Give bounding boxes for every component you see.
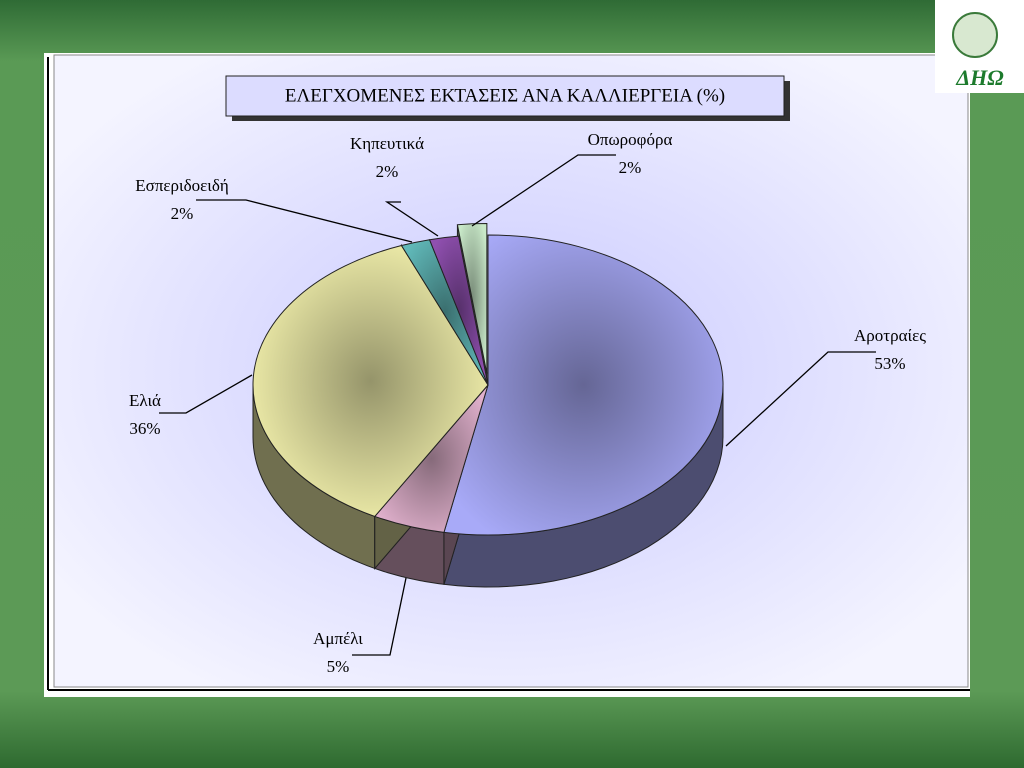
category-label: Οπωροφόρα	[588, 130, 673, 149]
pie	[252, 223, 724, 588]
slice	[443, 234, 724, 536]
leader-line	[196, 199, 413, 243]
chart-title: ΕΛΕΓΧΟΜΕΝΕΣ ΕΚΤΑΣΕΙΣ ΑΝΑ ΚΑΛΛΙΕΡΓΕΙΑ (%)	[285, 85, 725, 106]
value-label: 36%	[129, 419, 160, 438]
category-label: Αροτραίες	[854, 326, 926, 345]
category-label: Αμπέλι	[313, 629, 363, 648]
category-label: Ελιά	[129, 391, 161, 410]
value-label: 2%	[376, 162, 399, 181]
category-label: Εσπεριδοειδή	[135, 176, 228, 195]
value-label: 2%	[171, 204, 194, 223]
value-label: 5%	[327, 657, 350, 676]
logo-text: ΔΗΩ	[955, 65, 1004, 90]
leader-line	[159, 374, 253, 414]
category-label: Κηπευτικά	[350, 134, 424, 153]
leader-line	[384, 201, 439, 237]
slice	[456, 223, 488, 374]
logo-emblem	[952, 12, 998, 58]
value-label: 2%	[619, 158, 642, 177]
slice	[428, 235, 489, 386]
leader-line	[471, 154, 616, 227]
slice	[252, 244, 489, 518]
leader-line	[352, 577, 407, 656]
value-label: 53%	[874, 354, 905, 373]
leader-line	[725, 351, 876, 447]
title-box	[225, 75, 785, 117]
